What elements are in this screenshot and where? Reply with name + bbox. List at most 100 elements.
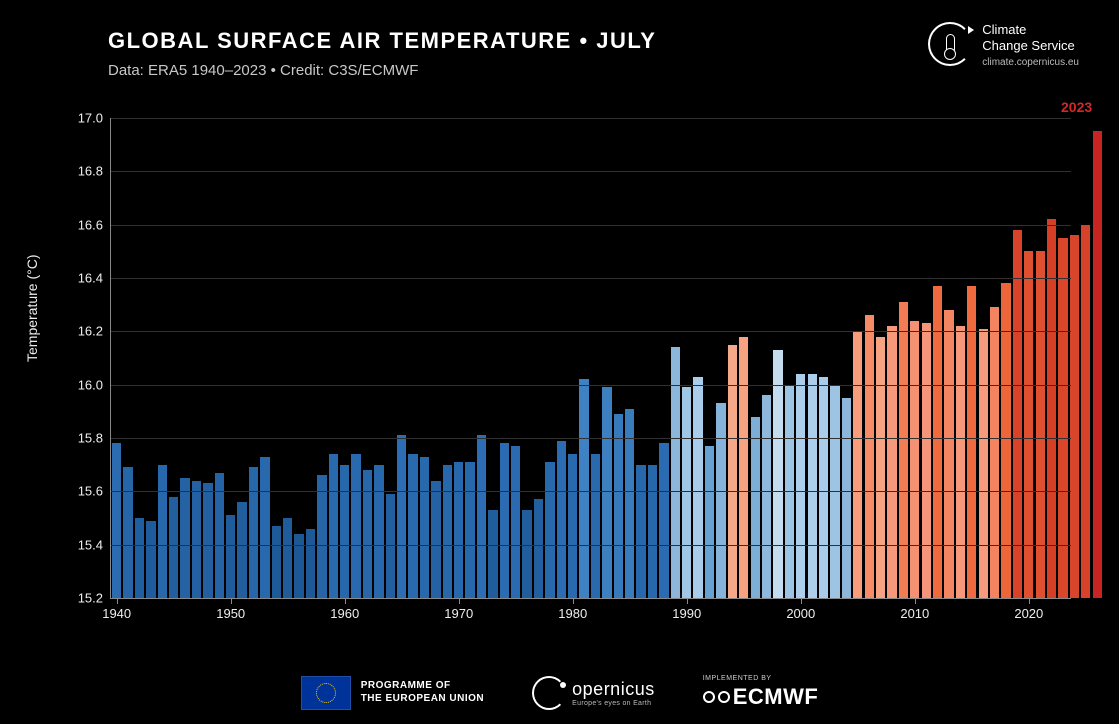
bar-1998 bbox=[773, 350, 782, 598]
bar-1954 bbox=[272, 526, 281, 598]
y-axis-label: Temperature (°C) bbox=[24, 254, 40, 362]
bar-1997 bbox=[762, 395, 771, 598]
bar-1941 bbox=[123, 467, 132, 598]
y-tick-label: 17.0 bbox=[78, 111, 103, 126]
bar-1965 bbox=[397, 435, 406, 598]
bar-2024 bbox=[1070, 235, 1079, 598]
bar-1968 bbox=[431, 481, 440, 598]
x-tick bbox=[345, 598, 346, 604]
bar-2010 bbox=[910, 321, 919, 598]
bar-1946 bbox=[180, 478, 189, 598]
bar-1991 bbox=[693, 377, 702, 598]
bar-1981 bbox=[579, 379, 588, 598]
x-tick-label: 1960 bbox=[330, 606, 359, 621]
bar-1945 bbox=[169, 497, 178, 598]
x-tick bbox=[231, 598, 232, 604]
x-tick-label: 2010 bbox=[900, 606, 929, 621]
bar-2021 bbox=[1036, 251, 1045, 598]
x-tick-label: 1950 bbox=[216, 606, 245, 621]
bar-1980 bbox=[568, 454, 577, 598]
bar-2022 bbox=[1047, 219, 1056, 598]
bar-1983 bbox=[602, 387, 611, 598]
bar-1974 bbox=[500, 443, 509, 598]
bar-1966 bbox=[408, 454, 417, 598]
bar-2020 bbox=[1024, 251, 1033, 598]
y-gridline bbox=[111, 171, 1071, 172]
bar-1962 bbox=[363, 470, 372, 598]
bar-1944 bbox=[158, 465, 167, 598]
programme-line2: THE EUROPEAN UNION bbox=[361, 693, 484, 706]
bar-1975 bbox=[511, 446, 520, 598]
bar-2017 bbox=[990, 307, 999, 598]
bar-2013 bbox=[944, 310, 953, 598]
bar-1969 bbox=[443, 465, 452, 598]
bar-1963 bbox=[374, 465, 383, 598]
y-tick-label: 16.6 bbox=[78, 217, 103, 232]
bar-2004 bbox=[842, 398, 851, 598]
bar-2011 bbox=[922, 323, 931, 598]
x-tick bbox=[117, 598, 118, 604]
bar-1950 bbox=[226, 515, 235, 598]
bar-1947 bbox=[192, 481, 201, 598]
bar-1994 bbox=[728, 345, 737, 598]
bar-1961 bbox=[351, 454, 360, 598]
climate-change-service-logo: Climate Change Service climate.copernicu… bbox=[928, 22, 1079, 68]
bar-1990 bbox=[682, 387, 691, 598]
bar-1970 bbox=[454, 462, 463, 598]
bar-2000 bbox=[796, 374, 805, 598]
y-tick-label: 16.0 bbox=[78, 377, 103, 392]
y-gridline bbox=[111, 545, 1071, 546]
bar-1960 bbox=[340, 465, 349, 598]
y-gridline bbox=[111, 438, 1071, 439]
bar-1955 bbox=[283, 518, 292, 598]
x-tick bbox=[459, 598, 460, 604]
bar-1976 bbox=[522, 510, 531, 598]
chart-title: GLOBAL SURFACE AIR TEMPERATURE • JULY bbox=[108, 28, 656, 54]
bar-1995 bbox=[739, 337, 748, 598]
bar-1996 bbox=[751, 417, 760, 598]
y-tick-label: 16.2 bbox=[78, 324, 103, 339]
x-tick bbox=[915, 598, 916, 604]
bar-2008 bbox=[887, 326, 896, 598]
copernicus-tagline: Europe's eyes on Earth bbox=[572, 700, 655, 707]
x-tick-label: 1940 bbox=[102, 606, 131, 621]
bar-2019 bbox=[1013, 230, 1022, 598]
bar-1984 bbox=[614, 414, 623, 598]
bar-1952 bbox=[249, 467, 258, 598]
bar-2026 bbox=[1093, 131, 1102, 598]
y-tick-label: 15.8 bbox=[78, 431, 103, 446]
bars-layer bbox=[111, 118, 1071, 598]
bar-1993 bbox=[716, 403, 725, 598]
y-gridline bbox=[111, 491, 1071, 492]
bar-2009 bbox=[899, 302, 908, 598]
bar-1967 bbox=[420, 457, 429, 598]
y-tick-label: 16.8 bbox=[78, 164, 103, 179]
bar-1957 bbox=[306, 529, 315, 598]
bar-2002 bbox=[819, 377, 828, 598]
footer-logos: PROGRAMME OF THE EUROPEAN UNION opernicu… bbox=[0, 675, 1119, 710]
x-tick-label: 1970 bbox=[444, 606, 473, 621]
plot-area: 15.215.415.615.816.016.216.416.616.817.0… bbox=[110, 118, 1071, 599]
bar-2006 bbox=[865, 315, 874, 598]
bar-1953 bbox=[260, 457, 269, 598]
y-gridline bbox=[111, 118, 1071, 119]
bar-2007 bbox=[876, 337, 885, 598]
y-tick-label: 15.6 bbox=[78, 484, 103, 499]
bar-2014 bbox=[956, 326, 965, 598]
bar-1972 bbox=[477, 435, 486, 598]
y-gridline bbox=[111, 331, 1071, 332]
ccs-label-1: Climate bbox=[982, 22, 1079, 38]
y-tick-label: 16.4 bbox=[78, 271, 103, 286]
bar-1988 bbox=[659, 443, 668, 598]
bar-1964 bbox=[386, 494, 395, 598]
chart-container: 15.215.415.615.816.016.216.416.616.817.0… bbox=[70, 108, 1080, 628]
bar-1978 bbox=[545, 462, 554, 598]
x-tick-label: 2020 bbox=[1014, 606, 1043, 621]
ccs-url: climate.copernicus.eu bbox=[982, 57, 1079, 68]
ecmwf-circle-icon bbox=[703, 691, 715, 703]
y-gridline bbox=[111, 278, 1071, 279]
bar-1973 bbox=[488, 510, 497, 598]
bar-1982 bbox=[591, 454, 600, 598]
bar-1956 bbox=[294, 534, 303, 598]
bar-1948 bbox=[203, 483, 212, 598]
